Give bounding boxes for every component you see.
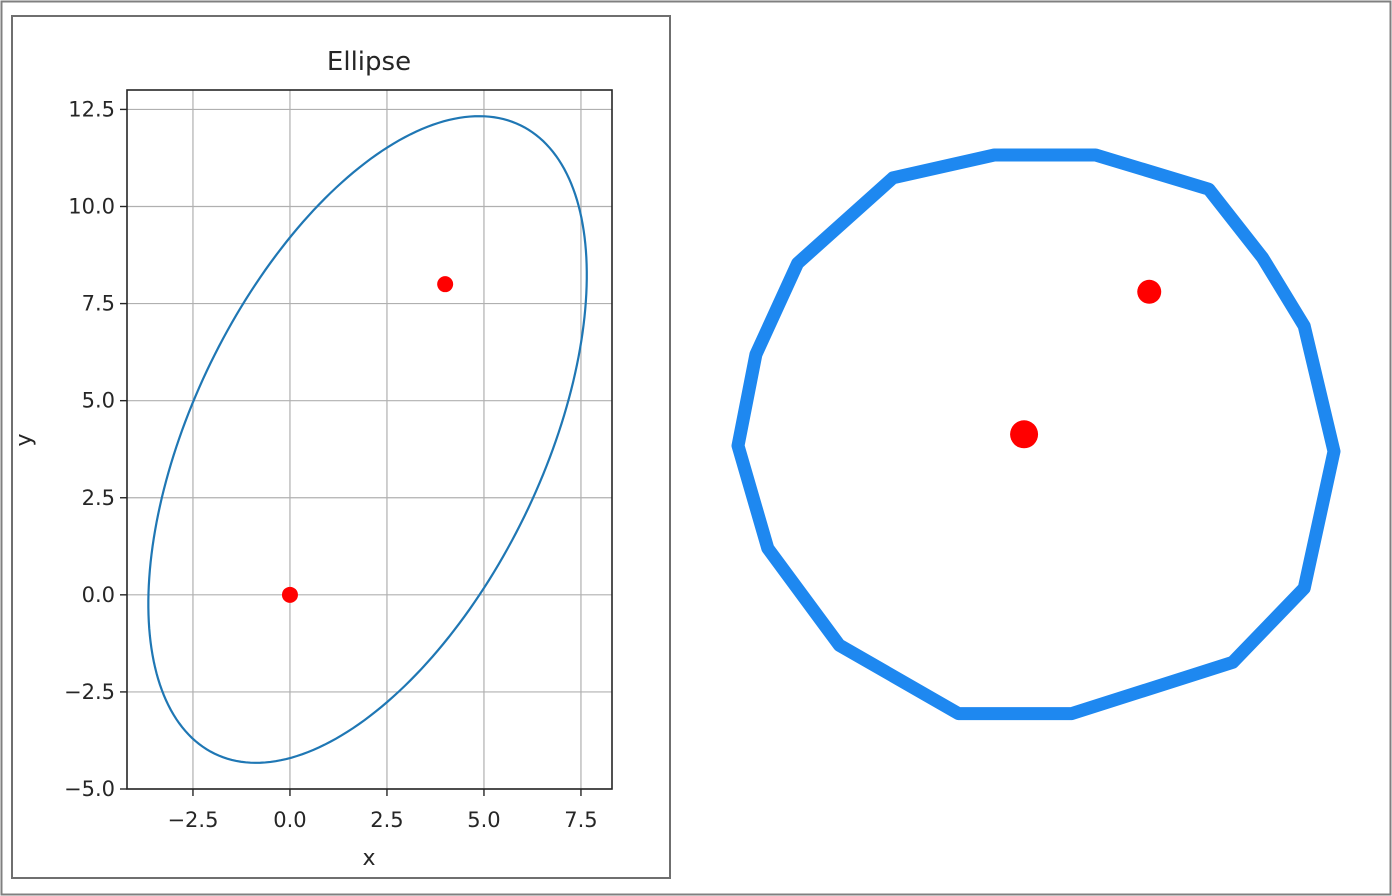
hand-drawn-outline: [731, 148, 1341, 721]
points-layer: [1010, 279, 1162, 449]
hand-drawn-panel: [731, 148, 1341, 721]
points-layer: [281, 276, 454, 603]
chart-title: Ellipse: [327, 47, 411, 77]
hand-drawn-dot: [1010, 420, 1039, 449]
ellipse-curve: [147, 115, 588, 764]
x-tick-label: 7.5: [564, 808, 597, 832]
x-tick-label: −2.5: [167, 808, 218, 832]
focus-point: [281, 586, 298, 603]
plot-axes: [126, 89, 613, 790]
y-tick-label: 0.0: [82, 583, 115, 607]
ellipse-chart: −2.5 0.0 2.5 5.0 7.5 −5.0 −2.5 0.0 2.5 5.0 7.5 10.…: [12, 47, 613, 871]
series-layer: [147, 115, 588, 764]
x-axis-label: x: [362, 846, 375, 871]
y-tick-label: 2.5: [82, 486, 115, 510]
y-tick-label: −2.5: [64, 680, 115, 704]
x-tick-label: 2.5: [370, 808, 403, 832]
y-tick-label: 7.5: [82, 292, 115, 316]
y-axis-label: y: [12, 433, 37, 446]
y-tick-label: 5.0: [82, 389, 115, 413]
focus-point: [437, 276, 454, 293]
outline-layer: [731, 148, 1341, 721]
y-tick-label: 10.0: [68, 195, 115, 219]
x-tick-label: 5.0: [467, 808, 500, 832]
x-ticks: −2.5 0.0 2.5 5.0 7.5: [167, 789, 598, 832]
y-ticks: −5.0 −2.5 0.0 2.5 5.0 7.5 10.0 12.5: [64, 97, 127, 801]
hand-drawn-dot: [1137, 279, 1162, 304]
x-tick-label: 0.0: [273, 808, 306, 832]
y-tick-label: −5.0: [64, 777, 115, 801]
y-tick-label: 12.5: [68, 97, 115, 121]
plot-border: [126, 89, 613, 790]
